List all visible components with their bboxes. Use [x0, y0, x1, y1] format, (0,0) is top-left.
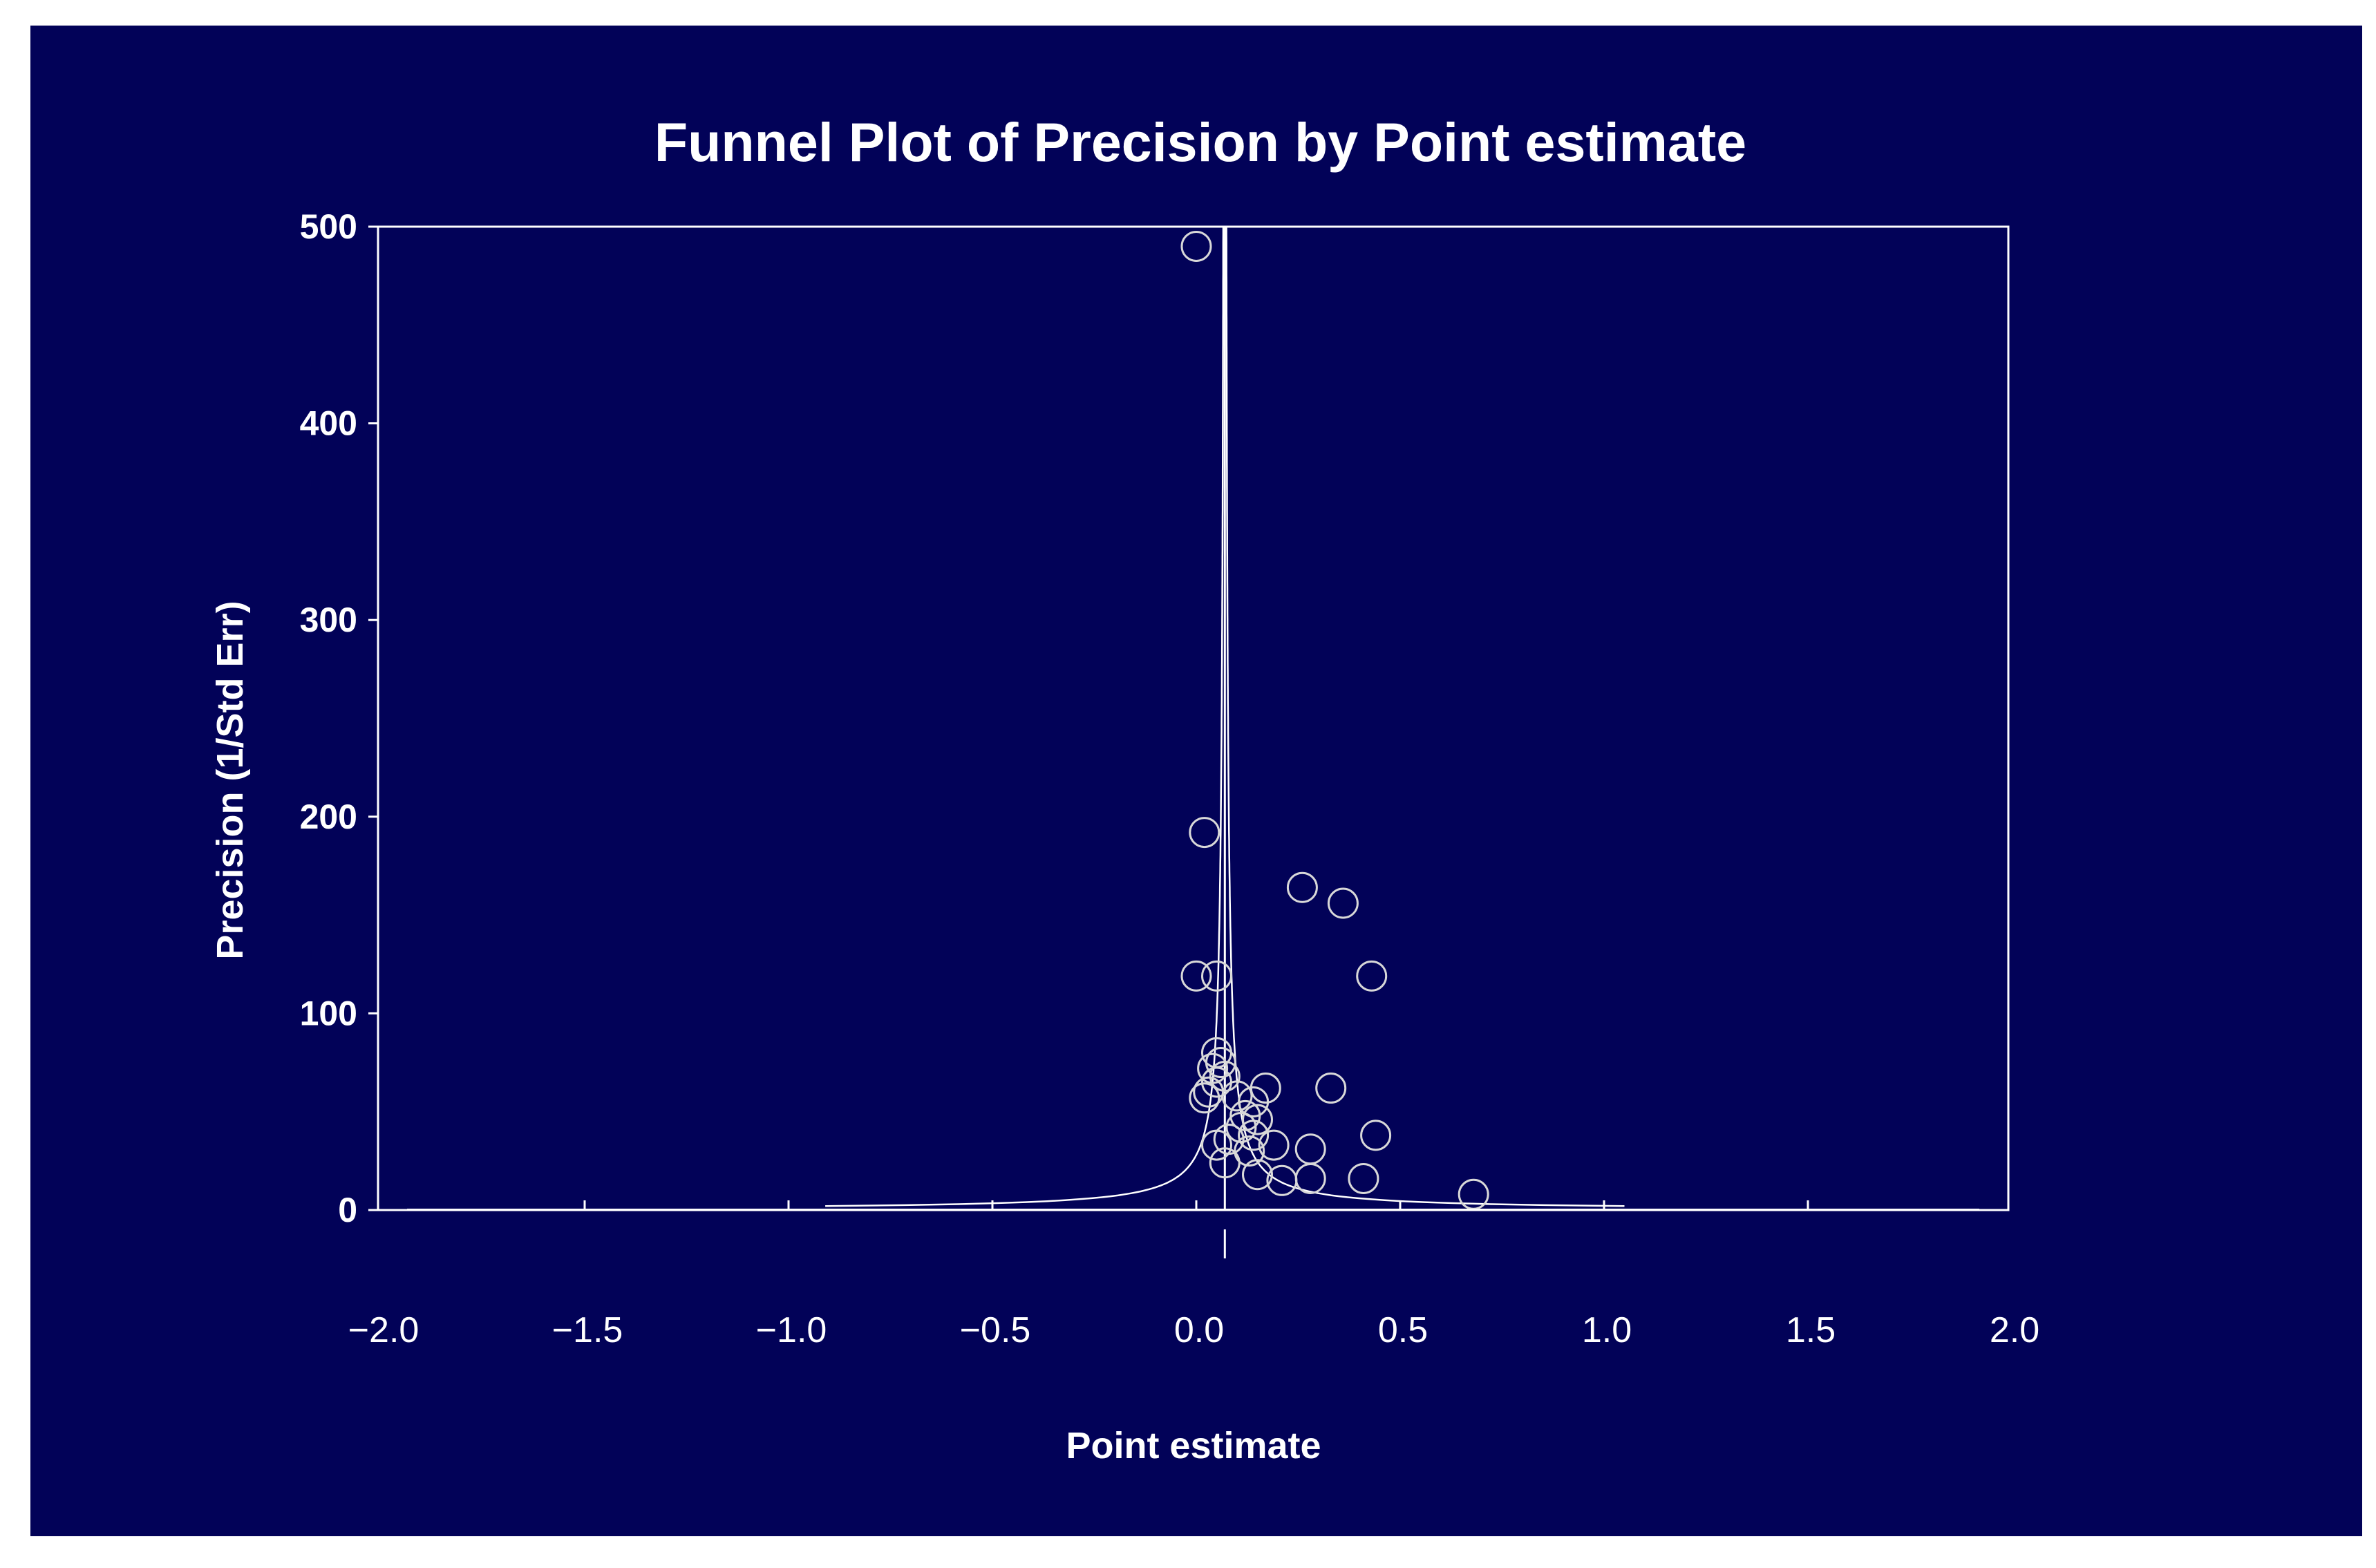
x-axis-ticks: −2.0 −1.5 −1.0 −0.5 0.0 0.5 1.0 1.5 2.0 — [348, 1200, 2039, 1350]
chart-title: Funnel Plot of Precision by Point estima… — [654, 111, 1746, 173]
data-point — [1209, 1060, 1241, 1092]
x-tick-label: −1.0 — [756, 1310, 827, 1350]
data-point — [1294, 1162, 1326, 1194]
data-points — [1180, 230, 1489, 1210]
data-point — [1242, 1159, 1273, 1191]
x-tick-label: 1.5 — [1786, 1310, 1836, 1350]
data-point — [1348, 1162, 1379, 1194]
data-point — [1209, 1147, 1241, 1179]
data-point — [1360, 1120, 1392, 1151]
data-point — [1327, 887, 1359, 919]
data-point — [1229, 1099, 1261, 1131]
x-tick-label: 0.5 — [1378, 1310, 1428, 1350]
data-point — [1294, 1133, 1326, 1165]
funnel-right-limit — [1225, 227, 1625, 1207]
data-point — [1258, 1129, 1290, 1161]
y-axis-label: Precision (1/Std Err) — [209, 601, 251, 959]
x-axis-label: Point estimate — [1066, 1425, 1321, 1466]
x-tick-label: 2.0 — [1990, 1310, 2039, 1350]
plot-frame — [377, 225, 2010, 1211]
y-tick-label: 300 — [300, 601, 357, 639]
y-tick-label: 500 — [300, 207, 357, 246]
x-tick-label: 1.0 — [1582, 1310, 1632, 1350]
chart-panel: Funnel Plot of Precision by Point estima… — [30, 26, 2362, 1536]
y-tick-label: 200 — [300, 797, 357, 836]
data-point — [1201, 1129, 1232, 1161]
data-point — [1201, 960, 1232, 992]
data-point — [1221, 1080, 1253, 1112]
data-point — [1356, 960, 1388, 992]
data-point — [1180, 960, 1212, 992]
x-tick-label: 0.0 — [1174, 1310, 1224, 1350]
y-axis-ticks: 0 100 200 300 400 500 — [300, 207, 378, 1229]
data-point — [1189, 1082, 1220, 1114]
data-point — [1205, 1047, 1236, 1079]
funnel-left-limit — [825, 227, 1225, 1207]
funnel-plot: Funnel Plot of Precision by Point estima… — [209, 111, 2039, 1466]
data-point — [1286, 871, 1318, 903]
x-tick-label: −1.5 — [552, 1310, 623, 1350]
data-point — [1180, 230, 1212, 262]
y-tick-label: 0 — [338, 1191, 357, 1229]
y-tick-label: 100 — [300, 994, 357, 1032]
y-tick-label: 400 — [300, 404, 357, 443]
data-point — [1242, 1104, 1273, 1135]
x-tick-label: −0.5 — [960, 1310, 1031, 1350]
data-point — [1315, 1073, 1347, 1104]
x-tick-label: −2.0 — [348, 1310, 419, 1350]
data-point — [1189, 817, 1220, 849]
data-point — [1238, 1120, 1270, 1151]
